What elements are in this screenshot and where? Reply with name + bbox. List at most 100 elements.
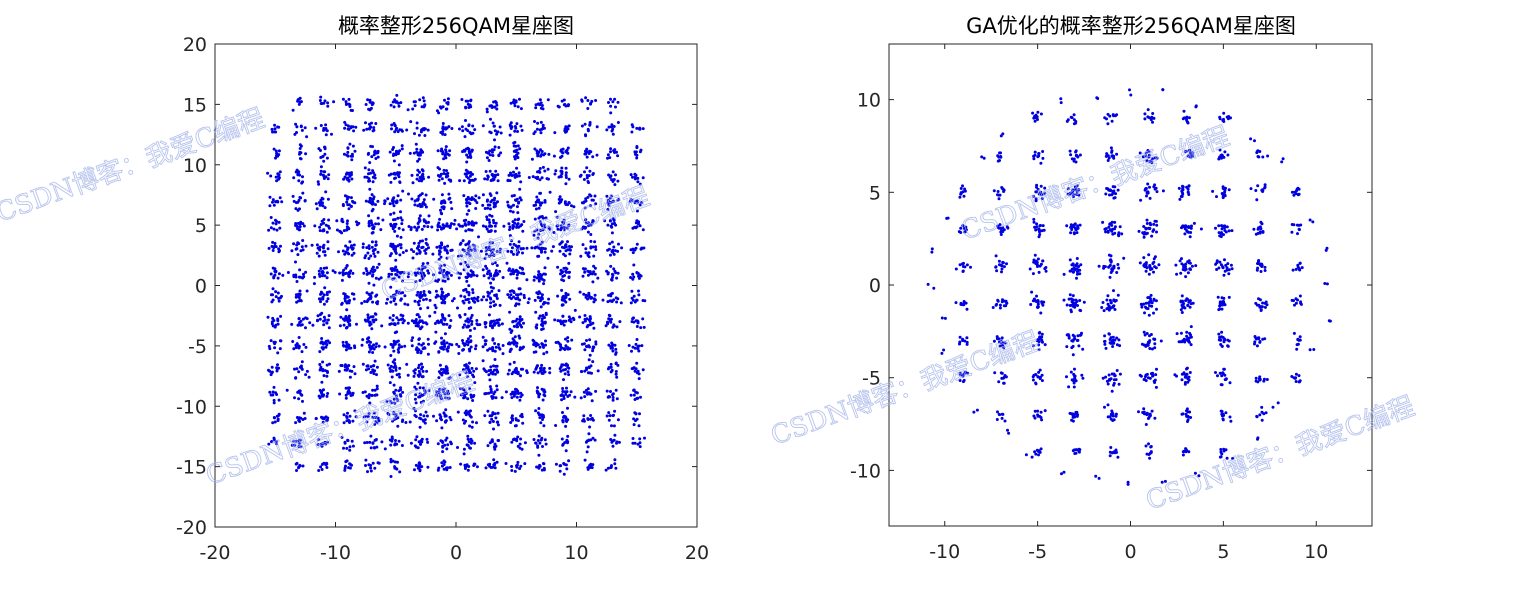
data-point bbox=[584, 247, 588, 251]
data-point bbox=[443, 345, 447, 348]
data-point bbox=[414, 463, 418, 467]
data-point bbox=[419, 193, 422, 197]
data-point bbox=[488, 296, 492, 300]
data-point bbox=[353, 409, 357, 413]
data-point bbox=[635, 225, 639, 229]
data-point bbox=[365, 269, 369, 273]
data-point bbox=[536, 390, 540, 394]
data-point bbox=[958, 371, 962, 375]
data-point bbox=[1103, 339, 1107, 343]
data-point bbox=[583, 122, 587, 126]
data-point bbox=[457, 276, 461, 280]
data-point bbox=[481, 359, 485, 363]
data-point bbox=[539, 366, 543, 370]
data-point bbox=[546, 98, 550, 102]
data-point bbox=[426, 128, 430, 132]
data-point bbox=[414, 280, 418, 284]
data-point bbox=[570, 204, 573, 208]
data-point bbox=[386, 297, 389, 301]
data-point bbox=[417, 337, 421, 341]
data-point bbox=[534, 441, 538, 445]
data-point bbox=[537, 246, 541, 250]
data-point bbox=[418, 214, 422, 218]
data-point bbox=[543, 152, 547, 156]
data-point bbox=[1113, 338, 1117, 342]
data-point bbox=[493, 358, 497, 361]
data-point bbox=[408, 420, 412, 424]
data-point bbox=[532, 278, 536, 282]
data-point bbox=[432, 197, 436, 201]
data-point bbox=[508, 225, 512, 229]
data-point bbox=[1043, 343, 1047, 347]
data-point bbox=[448, 149, 452, 153]
data-point bbox=[633, 441, 637, 445]
data-point bbox=[608, 219, 612, 223]
data-point bbox=[538, 345, 542, 349]
data-point bbox=[423, 265, 427, 269]
data-point bbox=[439, 415, 443, 419]
data-point bbox=[266, 171, 270, 175]
data-point bbox=[1067, 297, 1071, 301]
data-point bbox=[376, 250, 380, 254]
data-point bbox=[540, 436, 544, 440]
data-point bbox=[461, 299, 465, 303]
data-point bbox=[535, 149, 539, 153]
data-point bbox=[542, 282, 546, 286]
data-point bbox=[485, 267, 489, 270]
data-point bbox=[399, 386, 402, 390]
data-point bbox=[468, 334, 472, 338]
data-point bbox=[487, 391, 491, 395]
data-point bbox=[959, 187, 963, 190]
data-point bbox=[348, 421, 351, 424]
data-point bbox=[371, 461, 375, 465]
data-point bbox=[1146, 115, 1150, 119]
data-point bbox=[1108, 298, 1112, 302]
data-point bbox=[568, 248, 572, 251]
data-point bbox=[274, 175, 278, 179]
data-point bbox=[630, 123, 634, 127]
data-point bbox=[325, 276, 329, 280]
data-point bbox=[635, 371, 639, 375]
data-point bbox=[443, 443, 447, 447]
data-point bbox=[958, 195, 962, 199]
data-point bbox=[418, 386, 422, 390]
data-point bbox=[1184, 262, 1188, 266]
data-point bbox=[1185, 230, 1189, 233]
data-point bbox=[519, 395, 523, 399]
data-point bbox=[559, 224, 563, 228]
data-point bbox=[463, 343, 467, 347]
data-point bbox=[1004, 375, 1008, 379]
data-point bbox=[323, 99, 327, 103]
data-point bbox=[400, 222, 404, 226]
data-point bbox=[466, 251, 470, 255]
data-point bbox=[1067, 336, 1071, 340]
data-point bbox=[1002, 346, 1006, 350]
data-point bbox=[1038, 230, 1041, 234]
data-point bbox=[1072, 157, 1076, 161]
data-point bbox=[639, 395, 642, 399]
data-point bbox=[393, 171, 396, 175]
data-point bbox=[993, 371, 997, 375]
data-point bbox=[486, 444, 490, 448]
data-point bbox=[583, 348, 587, 352]
data-point bbox=[591, 349, 595, 353]
data-point bbox=[609, 362, 613, 366]
data-point bbox=[1081, 376, 1085, 380]
data-point bbox=[1110, 389, 1114, 393]
data-point bbox=[539, 305, 543, 309]
data-point bbox=[420, 343, 424, 347]
data-point bbox=[458, 127, 461, 131]
data-point bbox=[347, 344, 350, 348]
data-point bbox=[513, 157, 517, 161]
data-point bbox=[1117, 266, 1121, 270]
data-point bbox=[341, 343, 345, 347]
data-point bbox=[367, 281, 371, 285]
data-point bbox=[367, 396, 371, 400]
data-point bbox=[612, 245, 616, 249]
data-point bbox=[369, 254, 373, 258]
data-point bbox=[443, 317, 447, 321]
data-point bbox=[397, 226, 401, 230]
data-point bbox=[298, 150, 302, 154]
data-point bbox=[401, 228, 405, 232]
data-point bbox=[483, 207, 487, 210]
